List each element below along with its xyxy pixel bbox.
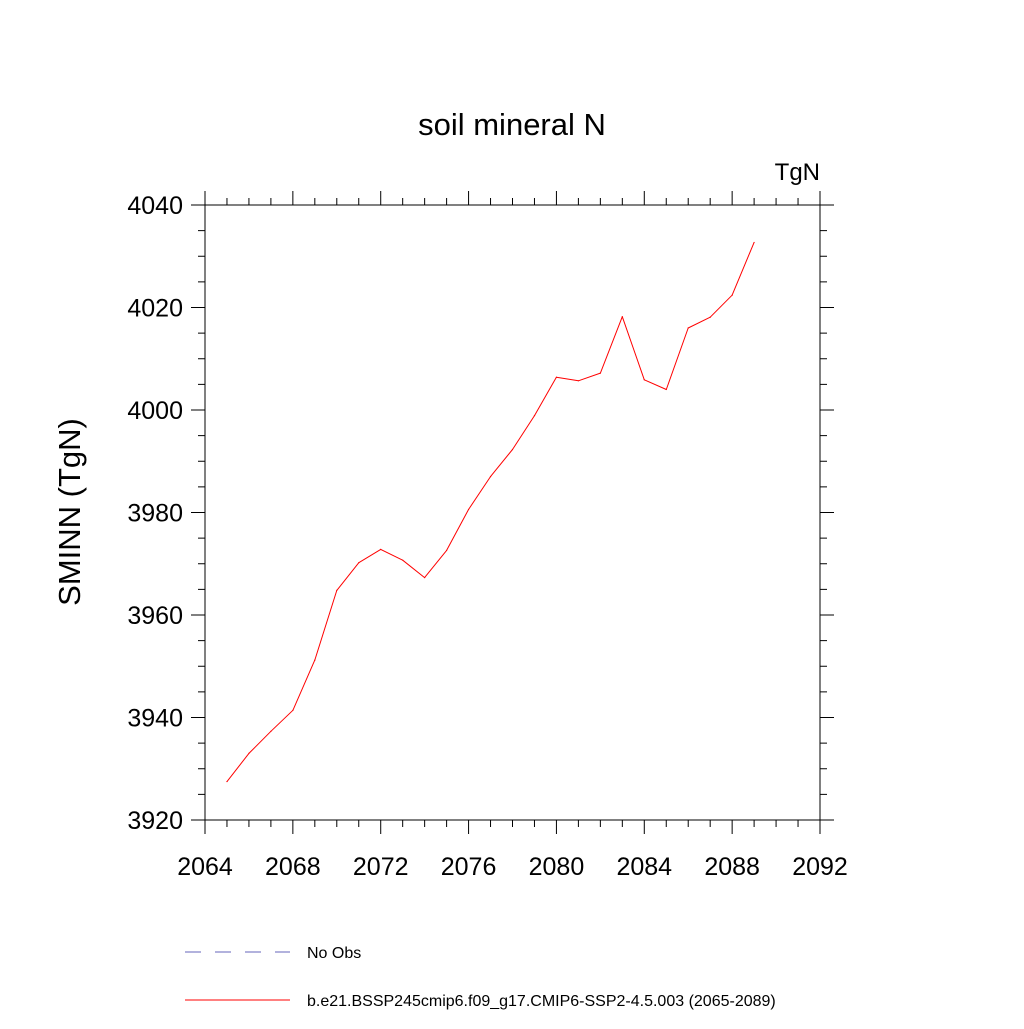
x-tick-label: 2076 [441, 853, 497, 881]
series-point [380, 548, 382, 551]
y-tick-label: 4000 [127, 397, 183, 425]
y-axis-label: SMINN (TgN) [52, 418, 87, 606]
units-label: TgN [775, 159, 820, 186]
series-point [314, 659, 316, 661]
chart-title: soil mineral N [418, 107, 606, 142]
series-point [467, 508, 470, 511]
legend-label: No Obs [307, 945, 361, 962]
series-point [555, 376, 558, 378]
series-point [533, 415, 536, 417]
series-point [753, 241, 755, 244]
series-point [599, 372, 601, 374]
series-point [643, 379, 645, 381]
y-tick-label: 3920 [127, 807, 183, 835]
series-point [446, 549, 448, 552]
x-tick-label: 2088 [704, 853, 760, 881]
x-tick-label: 2080 [529, 853, 585, 881]
series-point [665, 388, 667, 391]
y-tick-label: 4020 [127, 295, 183, 323]
series-point [621, 316, 623, 318]
y-tick-label: 3940 [127, 705, 183, 733]
series-point [336, 589, 338, 592]
legend-label: b.e21.BSSP245cmip6.f09_g17.CMIP6-SSP2-4.… [307, 993, 776, 1010]
series-point [577, 380, 579, 382]
series-point [731, 294, 733, 296]
x-tick-label: 2068 [265, 853, 321, 881]
series-point [358, 562, 360, 564]
x-tick-label: 2084 [616, 853, 672, 881]
series-point [424, 576, 426, 579]
y-tick-label: 3960 [127, 602, 183, 630]
series-point [511, 448, 514, 451]
series-point [709, 316, 711, 318]
x-tick-label: 2072 [353, 853, 409, 881]
series-point [489, 476, 492, 478]
series-point [226, 780, 228, 783]
legend: No Obs b.e21.BSSP245cmip6.f09_g17.CMIP6-S… [185, 945, 776, 1010]
series-point [292, 709, 294, 711]
series-line [226, 242, 755, 782]
series-point [270, 730, 272, 732]
series-point [402, 559, 404, 561]
plot-layer: 2064 2068 2072 2076 2080 2084 2088 2092 3920 3940… [127, 191, 848, 881]
x-tick-label: 2092 [792, 853, 848, 881]
y-tick-label: 3980 [127, 500, 183, 528]
series-point [687, 327, 689, 329]
series-point [248, 752, 250, 754]
x-tick-label: 2064 [177, 853, 233, 881]
plot-frame [204, 204, 821, 821]
y-tick-label: 4040 [127, 192, 183, 220]
